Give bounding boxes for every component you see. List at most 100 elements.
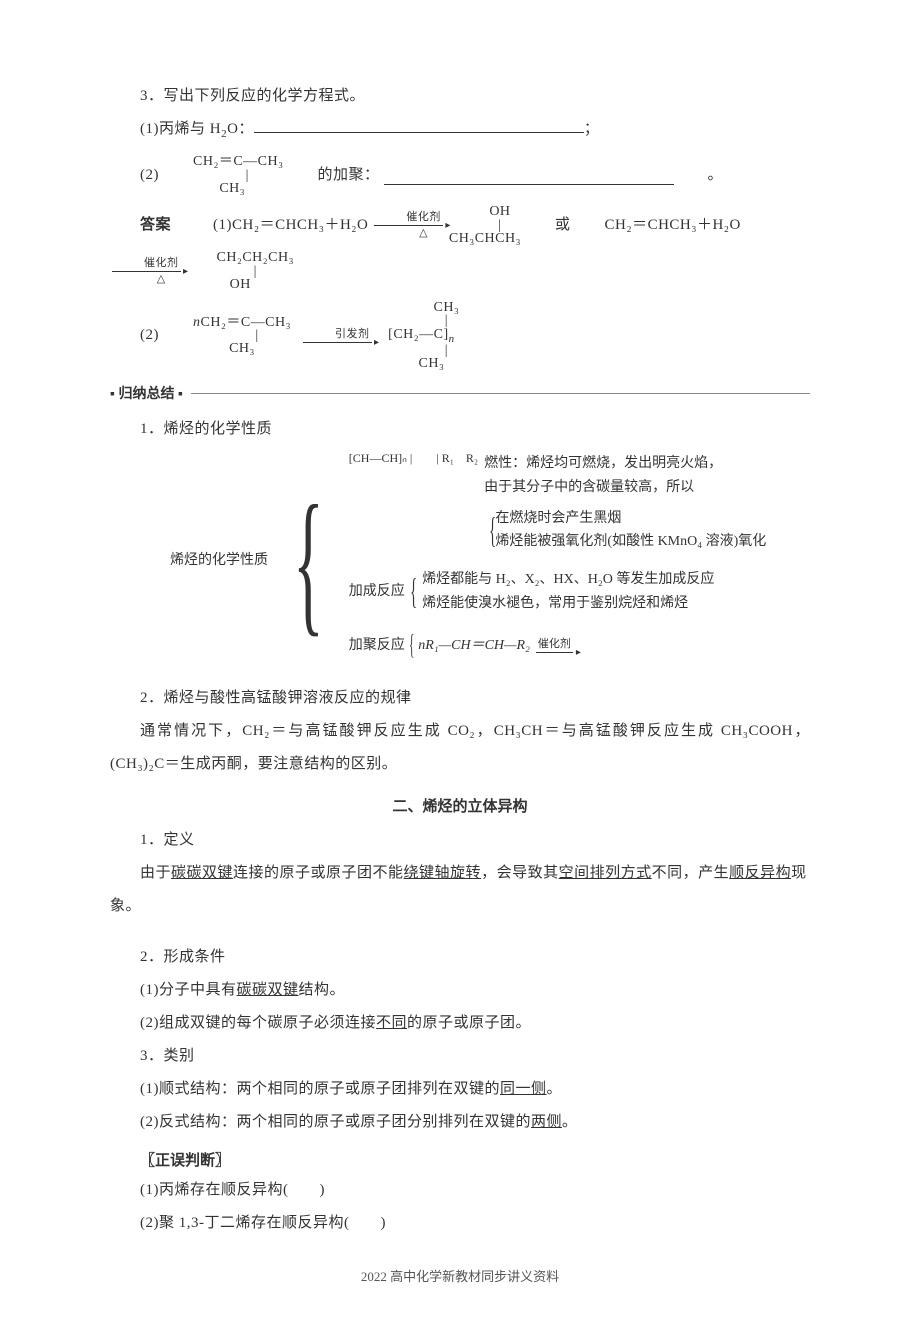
- q3-part1: (1)丙烯与 H2O：；: [110, 113, 810, 146]
- q3-p2-blank: [384, 166, 674, 185]
- p1d: 不同，产生: [652, 865, 730, 881]
- s1-combust: [CH—CH]ₙ | | R₁ R₂ 燃性：烯烃均可燃烧，发出明亮火焰， 由于其…: [349, 452, 766, 561]
- ts2: | |: [410, 451, 439, 465]
- poly-arrow: 引发剂: [301, 329, 374, 343]
- pr-bot: CH₃: [229, 341, 255, 356]
- p1a: 由于: [140, 865, 171, 881]
- pp-main: [CH₂—C]n: [388, 327, 455, 342]
- answer-row2: (2) nCH₂＝C—CH₃ | CH₃ 引发剂 CH₃ | [CH₂—C]n …: [110, 300, 810, 371]
- poly-eq: nR₁—CH＝CH—R₂: [418, 634, 530, 658]
- p1u1: 碳碳双键: [171, 865, 233, 881]
- s3-title: 二、烯烃的立体异构: [110, 795, 810, 816]
- judge-l1: (1)丙烯存在顺反异构( ): [110, 1174, 810, 1207]
- answer-row1: 答案 (1)CH₂＝CHCH₃＋H₂O 催化剂 △ OH | CH₃CHCH₃ …: [110, 204, 810, 292]
- reagent2: CH₂＝CHCH₃＋H₂O: [575, 209, 741, 242]
- p2-mid: |: [187, 266, 295, 277]
- f-bot: CH₃: [219, 181, 245, 196]
- footer: 2022 高中化学新教材同步讲义资料: [110, 1266, 810, 1285]
- brace-comb: {: [489, 500, 496, 561]
- cl1: 燃性：烯烃均可燃烧，发出明亮火焰，: [484, 452, 766, 476]
- q3-p1-tail: ；: [584, 121, 600, 137]
- s3-p2-l2: (2)组成双键的每个碳原子必须连接不同的原子或原子团。: [110, 1007, 810, 1040]
- product1: OH | CH₃CHCH₃: [449, 204, 521, 246]
- ts3: R₁ R₂: [442, 451, 478, 465]
- ans-p2-lead: (2): [110, 319, 159, 352]
- arrow2-top: 催化剂: [112, 258, 181, 272]
- s3-p1-title: 1．定义: [110, 824, 810, 857]
- judge-l2: (2)聚 1,3-丁二烯存在顺反异构( ): [110, 1207, 810, 1240]
- p3l1a: (1)顺式结构：两个相同的原子或原子团排列在双键的: [140, 1081, 500, 1097]
- pr-mid: |: [193, 330, 291, 341]
- judge-title: 〖正误判断〗: [110, 1149, 810, 1170]
- q3-p1-blank: [254, 114, 584, 133]
- q3-p2-prefix: (2): [110, 159, 159, 192]
- s1-struct: [CH—CH]ₙ | | R₁ R₂: [349, 452, 478, 465]
- p2l1u: 碳碳双键: [237, 982, 299, 998]
- s3-p2-title: 2．形成条件: [110, 941, 810, 974]
- pp-midb: |: [404, 345, 460, 356]
- s3-p3-l1: (1)顺式结构：两个相同的原子或原子团排列在双键的同一侧。: [110, 1073, 810, 1106]
- arrow2: 催化剂 △: [110, 258, 183, 285]
- f-mid: |: [181, 170, 284, 181]
- p2l2u: 不同: [376, 1015, 407, 1031]
- p1-bot: CH₃CHCH₃: [449, 231, 521, 246]
- s1-root: 烯烃的化学性质: [170, 548, 268, 573]
- q3-p1-prefix: (1)丙烯与 H: [140, 121, 221, 137]
- arrow1: 催化剂 △: [372, 212, 445, 239]
- add-label: 加成反应: [349, 580, 405, 604]
- al1: 烯烃都能与 H₂、X₂、HX、H₂O 等发生加成反应: [422, 568, 714, 592]
- oxid: 烯烃能被强氧化剂(如酸性 KMnO₄ 溶液)氧化: [495, 530, 766, 554]
- s1-title: 1．烯烃的化学性质: [110, 413, 810, 446]
- p3l2b: 。: [562, 1114, 578, 1130]
- p2l1b: 结构。: [299, 982, 346, 998]
- p2l2a: (2)组成双键的每个碳原子必须连接: [140, 1015, 376, 1031]
- p2-bot: OH: [230, 277, 251, 292]
- pr-top-f: CH₂＝C—CH₃: [201, 315, 292, 330]
- p1-top: OH: [489, 204, 510, 219]
- s1-add: 加成反应 { 烯烃都能与 H₂、X₂、HX、H₂O 等发生加成反应 烯烃能使溴水…: [349, 561, 766, 622]
- add-lines: 烯烃都能与 H₂、X₂、HX、H₂O 等发生加成反应 烯烃能使溴水褪色，常用于鉴…: [422, 568, 714, 616]
- p1u4: 顺反异构: [729, 865, 791, 881]
- pp-n: n: [449, 332, 455, 344]
- brace-add: {: [410, 561, 417, 622]
- p2l1a: (1)分子中具有: [140, 982, 237, 998]
- p1u3: 空间排列方式: [559, 865, 652, 881]
- s3-p3-title: 3．类别: [110, 1040, 810, 1073]
- p1c: ，会导致其: [481, 865, 559, 881]
- p3l2u: 两侧: [531, 1114, 562, 1130]
- p2-top: CH₂CH₂CH₃: [217, 250, 295, 265]
- p3l2a: (2)反式结构：两个相同的原子或原子团分别排列在双键的: [140, 1114, 531, 1130]
- document-page: 3．写出下列反应的化学方程式。 (1)丙烯与 H2O：； (2) CH₂＝C—C…: [0, 0, 920, 1325]
- cl3: 在燃烧时会产生黑烟: [495, 507, 766, 531]
- cl3-wrap: { 在燃烧时会产生黑烟 烯烃能被强氧化剂(如酸性 KMnO₄ 溶液)氧化: [484, 500, 766, 561]
- brace-poly: {: [409, 622, 414, 670]
- s1-content: [CH—CH]ₙ | | R₁ R₂ 燃性：烯烃均可燃烧，发出明亮火焰， 由于其…: [349, 452, 766, 670]
- divider-rule: [191, 393, 810, 394]
- al2: 烯烃能使溴水褪色，常用于鉴别烷烃和烯烃: [422, 592, 714, 616]
- p1-mid: |: [449, 220, 521, 231]
- sq2: ▪: [178, 387, 183, 402]
- q3-p2-structure: CH₂＝C—CH₃ | CH₃: [163, 154, 284, 196]
- brace-main: {: [292, 481, 324, 641]
- pr-top: nCH₂＝C—CH₃: [193, 315, 291, 330]
- or-text: 或: [525, 209, 571, 242]
- pp-main-f: CH₂—C: [393, 327, 443, 342]
- poly-product: CH₃ | [CH₂—C]n | CH₃: [384, 300, 460, 371]
- arrow1-top: 催化剂: [374, 212, 443, 226]
- sq1: ▪: [110, 387, 115, 402]
- s2-title: 2．烯烃与酸性高锰酸钾溶液反应的规律: [110, 682, 810, 715]
- div-text: 归纳总结: [118, 387, 174, 402]
- s1-tree: 烯烃的化学性质 { [CH—CH]ₙ | | R₁ R₂ 燃性：烯烃均可燃烧，发…: [170, 452, 810, 670]
- q3-p2-suffix: 的加聚：: [288, 159, 380, 192]
- ans-p1-lead: (1)CH₂＝CHCH₃＋H₂O: [183, 209, 368, 242]
- combust-lines: 燃性：烯烃均可燃烧，发出明亮火焰， 由于其分子中的含碳量较高，所以 { 在燃烧时…: [484, 452, 766, 561]
- cl3-inner: 在燃烧时会产生黑烟 烯烃能被强氧化剂(如酸性 KMnO₄ 溶液)氧化: [495, 507, 766, 555]
- pp-bot: CH₃: [419, 356, 445, 371]
- q3-part2: (2) CH₂＝C—CH₃ | CH₃ 的加聚： 。: [110, 154, 810, 196]
- p1b: 连接的原子或原子团不能: [233, 865, 404, 881]
- q3-p1-suffix: O：: [227, 121, 254, 137]
- poly-reactant: nCH₂＝C—CH₃ | CH₃: [163, 315, 291, 357]
- s3-p1-body: 由于碳碳双键连接的原子或原子团不能绕键轴旋转，会导致其空间排列方式不同，产生顺反…: [110, 857, 810, 923]
- pa-top: 催化剂: [536, 639, 573, 653]
- s3-p3-l2: (2)反式结构：两个相同的原子或原子团分别排列在双键的两侧。: [110, 1106, 810, 1139]
